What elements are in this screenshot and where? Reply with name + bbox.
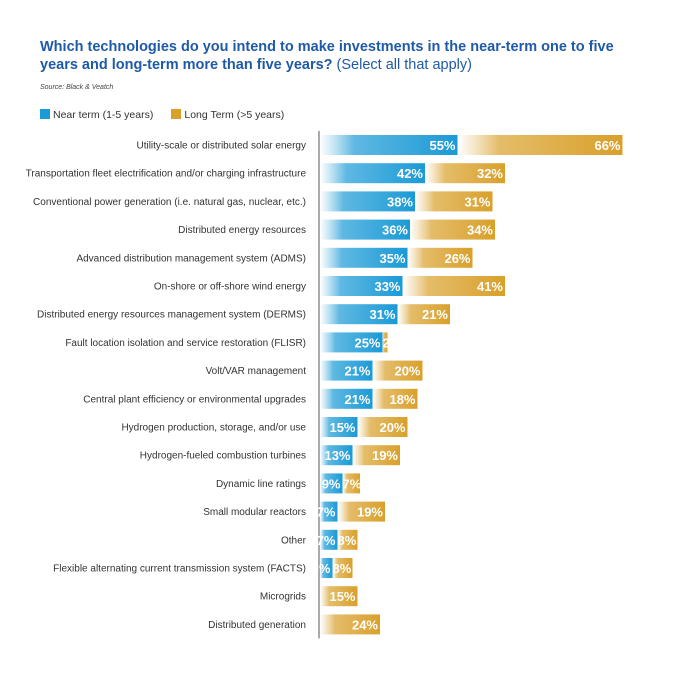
data-label: 33% — [374, 279, 400, 294]
long-term-bar — [372, 388, 418, 409]
category-label: Hydrogen-fueled combustion turbines — [140, 451, 306, 462]
data-label: 20% — [394, 364, 420, 379]
long-term-bar — [320, 586, 358, 607]
long-term-bar — [425, 163, 505, 184]
long-term-bar — [337, 501, 385, 522]
data-label: 36% — [382, 223, 408, 238]
legend-item-near-term: Near term (1-5 years) — [40, 109, 153, 121]
category-label: Central plant efficiency or environmenta… — [83, 394, 306, 405]
category-label: Distributed generation — [208, 620, 306, 631]
data-label: 13% — [324, 448, 350, 463]
category-label: Small modular reactors — [203, 507, 306, 518]
data-label: 24% — [352, 617, 378, 632]
category-label: Advanced distribution management system … — [76, 253, 306, 264]
data-label: 19% — [357, 505, 383, 520]
data-label: 31% — [369, 307, 395, 322]
data-label: 26% — [444, 251, 470, 266]
data-label: 15% — [329, 420, 355, 435]
near-term-bar — [320, 191, 415, 212]
near-term-bar — [320, 558, 333, 578]
near-term-bar — [320, 276, 403, 296]
data-label: 66% — [594, 138, 620, 153]
data-label: 25% — [354, 335, 380, 350]
data-label: 7% — [317, 533, 336, 548]
data-label: 21% — [344, 364, 370, 379]
long-term-bar — [397, 304, 450, 325]
long-term-bar — [407, 247, 473, 268]
category-label: Fault location isolation and service res… — [65, 338, 306, 349]
data-label: 15% — [329, 589, 355, 604]
category-label: On-shore or off-shore wind energy — [154, 282, 306, 293]
near-term-bar — [320, 529, 338, 550]
near-term-bar — [320, 360, 373, 381]
category-label: Distributed energy resources management … — [37, 310, 306, 321]
legend-swatch-long — [171, 109, 182, 119]
category-label: Utility-scale or distributed solar energ… — [136, 141, 306, 152]
data-label: 31% — [464, 194, 490, 209]
long-term-bar — [337, 529, 358, 550]
chart-source: Source: Black & Veatch — [40, 84, 114, 91]
near-term-bar — [320, 388, 373, 409]
data-label: 35% — [379, 251, 405, 266]
long-term-bar — [415, 191, 493, 212]
legend-item-long-term: Long Term (>5 years) — [171, 109, 284, 121]
category-label: Volt/VAR management — [206, 366, 307, 377]
data-label: 55% — [429, 138, 455, 153]
long-term-bar — [382, 332, 388, 353]
data-label: 9% — [322, 476, 341, 491]
near-term-bar — [320, 247, 408, 268]
data-label: 38% — [387, 194, 413, 209]
near-term-bar — [320, 417, 358, 437]
data-label: 7% — [317, 505, 336, 520]
data-label: 34% — [467, 223, 493, 238]
near-term-bar — [320, 135, 458, 155]
chart-title: Which technologies do you intend to make… — [40, 39, 614, 73]
long-term-bar — [410, 219, 495, 240]
long-term-bar — [320, 614, 380, 635]
data-label: 21% — [344, 392, 370, 407]
data-label: 20% — [379, 420, 405, 435]
category-label: Dynamic line ratings — [216, 479, 306, 490]
near-term-bar — [320, 332, 383, 353]
legend-swatch-near — [40, 109, 50, 119]
near-term-bar — [320, 501, 338, 522]
long-term-bar — [352, 445, 400, 466]
data-label: 7% — [343, 476, 362, 491]
category-label: Distributed energy resources — [178, 225, 306, 236]
near-term-bar — [320, 304, 398, 325]
data-label: 2% — [383, 335, 402, 350]
long-term-bar — [342, 473, 360, 494]
data-label: 18% — [389, 392, 415, 407]
category-label: Conventional power generation (i.e. natu… — [33, 197, 306, 208]
long-term-bar — [357, 417, 408, 437]
long-term-bar — [402, 276, 505, 296]
category-label: Transportation fleet electrification and… — [26, 169, 307, 180]
category-label: Hydrogen production, storage, and/or use — [121, 423, 306, 434]
long-term-bar — [372, 360, 423, 381]
data-label: 21% — [422, 307, 448, 322]
data-label: 32% — [477, 166, 503, 181]
chart-subtitle: (Select all that apply) — [336, 57, 472, 73]
near-term-bar — [320, 219, 410, 240]
legend: Near term (1-5 years) Long Term (>5 year… — [40, 109, 284, 121]
near-term-bar — [320, 445, 353, 466]
long-term-bar — [332, 558, 353, 578]
category-label: Microgrids — [260, 592, 306, 603]
data-label: 41% — [477, 279, 503, 294]
category-label: Flexible alternating current transmissio… — [53, 564, 306, 575]
near-term-bar — [320, 473, 343, 494]
data-label: 5% — [312, 561, 331, 576]
data-label: 42% — [397, 166, 423, 181]
near-term-bar — [320, 163, 425, 184]
data-label: 8% — [338, 533, 357, 548]
data-label: 19% — [372, 448, 398, 463]
data-label: 8% — [333, 561, 352, 576]
long-term-bar — [457, 135, 623, 155]
category-label: Other — [281, 535, 307, 546]
